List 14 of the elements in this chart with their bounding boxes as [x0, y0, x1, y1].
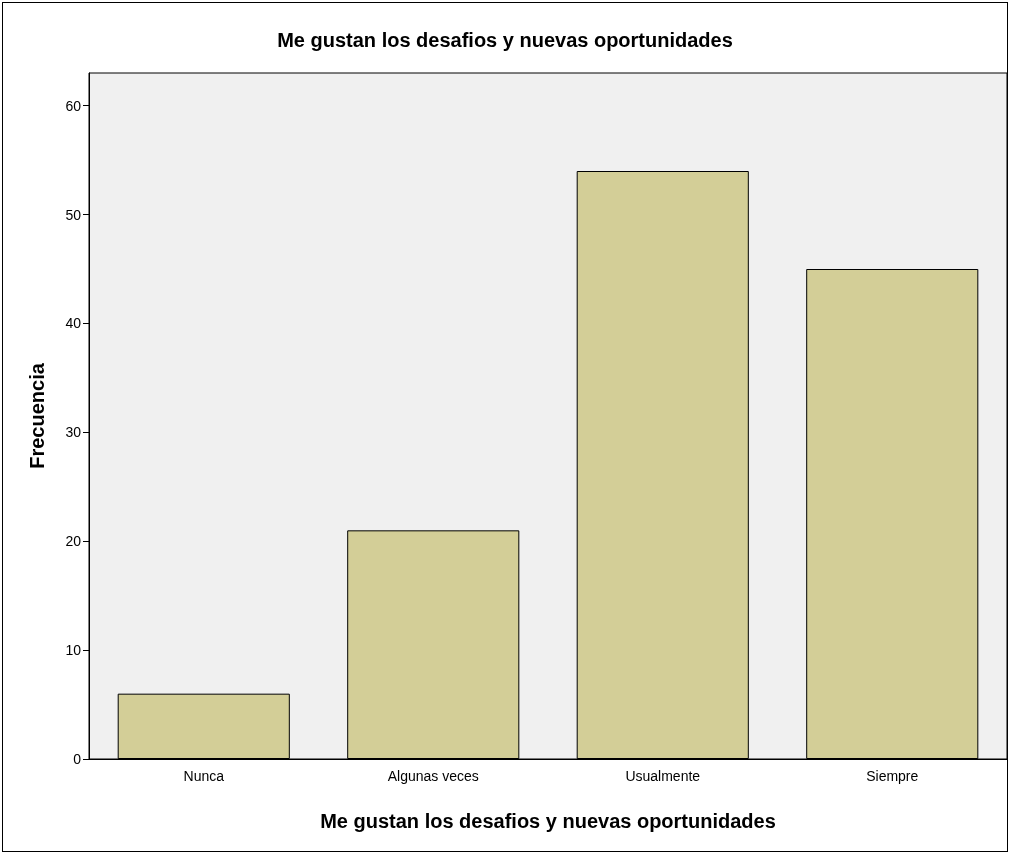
x-axis-title: Me gustan los desafios y nuevas oportunidades [320, 810, 776, 832]
y-tick-label: 60 [65, 97, 82, 114]
y-tick-label: 20 [65, 533, 82, 550]
x-tick-label: Siempre [866, 768, 919, 784]
y-tick-label: 40 [65, 315, 82, 332]
y-tick-label: 30 [65, 424, 82, 441]
x-tick-label: Usualmente [625, 768, 701, 784]
y-tick-label: 10 [65, 642, 82, 659]
x-tick-label: Algunas veces [387, 768, 479, 784]
y-axis-title: Frecuencia [26, 362, 48, 469]
y-tick-label: 0 [73, 751, 82, 767]
chart-title: Me gustan los desafios y nuevas oportunidades [277, 29, 733, 51]
y-tick-label: 50 [65, 206, 82, 223]
x-tick-label: Nunca [183, 768, 225, 784]
